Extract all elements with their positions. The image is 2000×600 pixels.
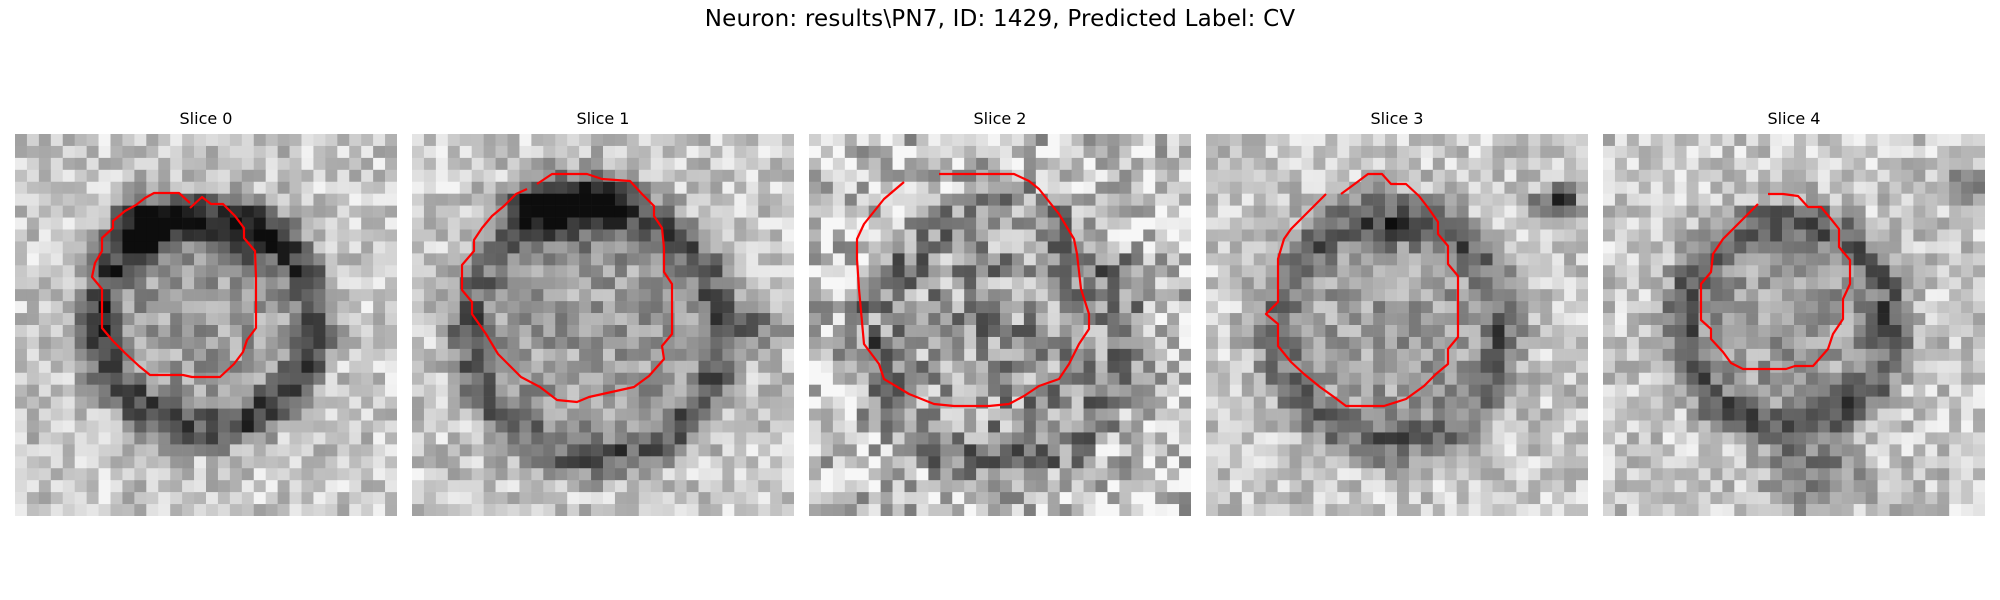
slice-image-4 [1603,134,1985,516]
segmentation-contour-3 [1264,172,1460,408]
slice-panel-0: Slice 0 [15,108,397,516]
slice-panel-4: Slice 4 [1603,108,1985,516]
slice-image-2 [809,134,1191,516]
grayscale-texture-2 [809,134,1191,516]
slice-panel-3: Slice 3 [1206,108,1588,516]
slice-title-3: Slice 3 [1370,109,1424,128]
slice-title-2: Slice 2 [973,109,1027,128]
grayscale-texture-4 [1603,134,1985,516]
slice-title-4: Slice 4 [1767,109,1821,128]
segmentation-contour-1 [460,172,674,404]
slice-title-1: Slice 1 [576,109,630,128]
segmentation-contour-2 [855,172,1091,408]
grayscale-texture-0 [15,134,397,516]
figure-title: Neuron: results\PN7, ID: 1429, Predicted… [704,6,1296,32]
slice-title-0: Slice 0 [179,109,233,128]
segmentation-contour-4 [1699,192,1852,371]
slice-panel-1: Slice 1 [412,108,794,516]
grayscale-texture-3 [1206,134,1588,516]
slice-image-0 [15,134,397,516]
slice-image-3 [1206,134,1588,516]
grayscale-texture-1 [412,134,794,516]
slice-image-1 [412,134,794,516]
slice-panel-2: Slice 2 [809,108,1191,516]
segmentation-contour-0 [90,191,258,379]
